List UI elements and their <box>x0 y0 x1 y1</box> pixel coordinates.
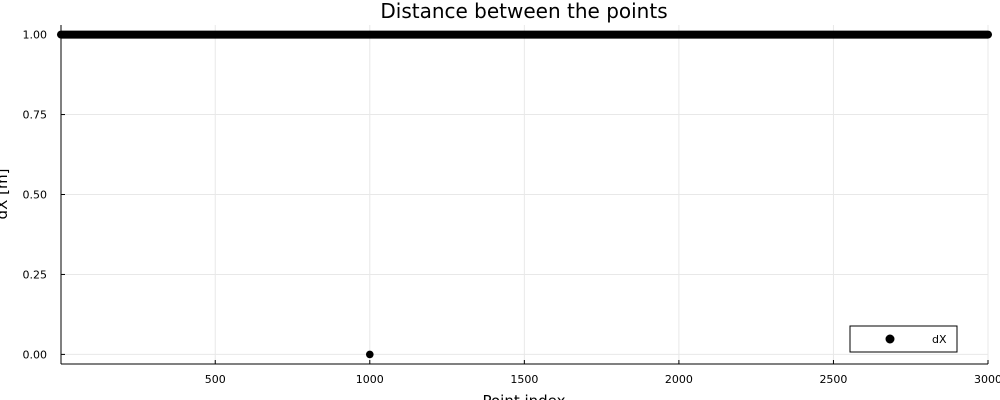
chart-title: Distance between the points <box>380 0 667 23</box>
y-tick-label: 1.00 <box>23 29 48 42</box>
y-tick-label: 0.50 <box>23 189 48 202</box>
x-axis-label: Point index <box>482 392 565 400</box>
data-point-0 <box>365 350 374 359</box>
legend-label: dX <box>932 333 947 346</box>
legend-box <box>849 325 958 353</box>
x-tick-label: 1500 <box>510 373 538 386</box>
y-tick-label: 0.75 <box>23 109 48 122</box>
legend: dX <box>849 325 958 353</box>
x-tick-label: 3000 <box>974 373 1000 386</box>
x-tick-label: 500 <box>205 373 226 386</box>
ticks-layer: 500 1000 1500 2000 2500 3000 0.00 0.25 0.50 0.75 1… <box>23 29 1000 386</box>
y-axis-label: dX [m] <box>0 169 11 220</box>
grid-layer <box>61 25 989 364</box>
y-tick-label: 0.25 <box>23 268 48 281</box>
data-layer <box>57 30 992 359</box>
x-tick-label: 2500 <box>819 373 847 386</box>
x-tick-label: 1000 <box>356 373 384 386</box>
y-tick-label: 0.00 <box>23 348 48 361</box>
legend-marker <box>885 334 895 344</box>
x-tick-label: 2000 <box>665 373 693 386</box>
